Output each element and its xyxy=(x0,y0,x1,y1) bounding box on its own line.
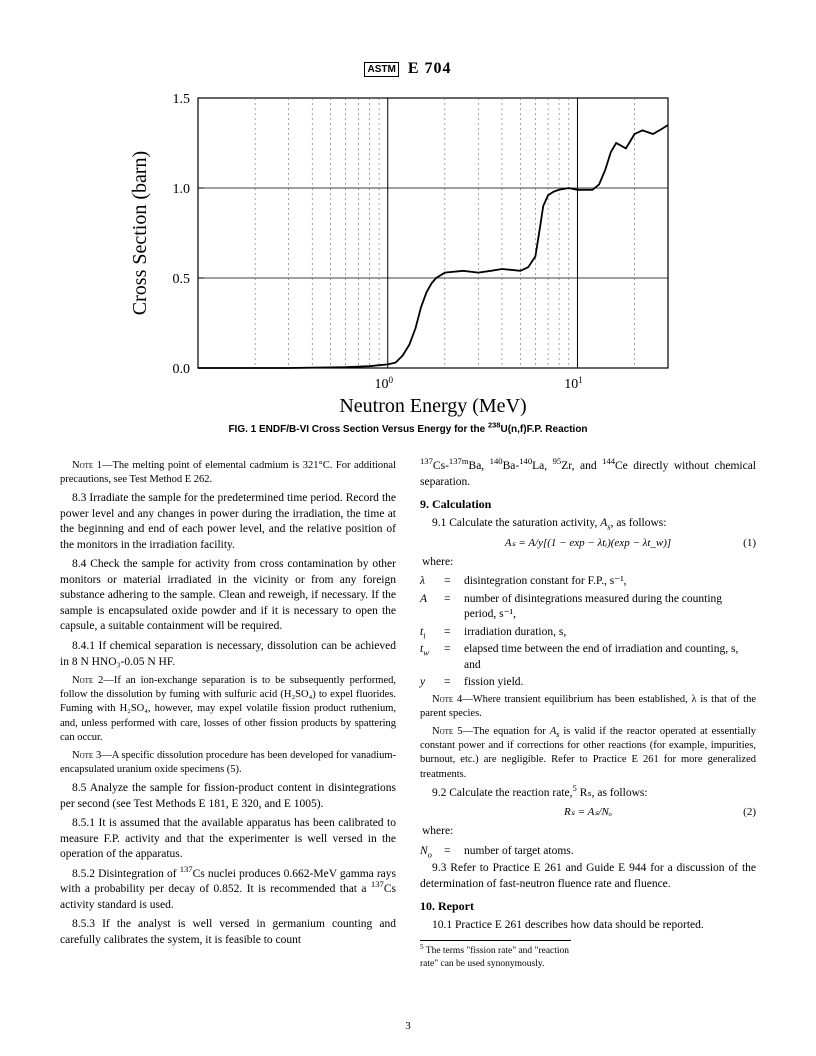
page-number: 3 xyxy=(0,1020,816,1032)
note-5: Note 5—The equation for As is valid if t… xyxy=(420,725,756,782)
astm-logo: ASTM xyxy=(364,62,398,77)
designation: E 704 xyxy=(408,60,452,77)
svg-text:Neutron Energy (MeV): Neutron Energy (MeV) xyxy=(339,395,526,417)
where-1: where: xyxy=(422,555,756,571)
where-ti: ti=irradiation duration, s, xyxy=(420,625,756,641)
para-9-3: 9.3 Refer to Practice E 261 and Guide E … xyxy=(420,861,756,892)
svg-text:Cross Section (barn): Cross Section (barn) xyxy=(129,151,151,315)
body-columns: Note 1—The melting point of elemental ca… xyxy=(60,459,756,970)
svg-text:1.5: 1.5 xyxy=(173,92,191,107)
note-3: Note 3—A specific dissolution procedure … xyxy=(60,749,396,777)
cross-section-chart: 0.0 0.5 1.0 1.5 100 101 Neutron Energy (MeV) Cr… xyxy=(128,88,688,418)
para-9-1: 9.1 Calculate the saturation activity, A… xyxy=(420,516,756,532)
left-column: Note 1—The melting point of elemental ca… xyxy=(60,459,396,970)
para-8-4: 8.4 Check the sample for activity from c… xyxy=(60,557,396,635)
svg-text:100: 100 xyxy=(374,375,393,392)
where-No: No=number of target atoms. xyxy=(420,844,756,860)
footnote-5: 5 The terms "fission rate" and "reaction… xyxy=(420,940,571,971)
svg-text:101: 101 xyxy=(564,375,583,392)
where-lambda: λ=disintegration constant for F.P., s⁻¹, xyxy=(420,574,756,590)
svg-text:1.0: 1.0 xyxy=(173,182,191,197)
section-9-heading: 9. Calculation xyxy=(420,496,756,512)
para-8-3: 8.3 Irradiate the sample for the predete… xyxy=(60,491,396,553)
para-8-5-3: 8.5.3 If the analyst is well versed in g… xyxy=(60,917,396,948)
note-2: Note 2—If an ion-exchange separation is … xyxy=(60,674,396,745)
para-isotopes: 137Cs-137mBa, 140Ba-140La, 95Zr, and 144… xyxy=(420,459,756,490)
para-8-5-1: 8.5.1 It is assumed that the available a… xyxy=(60,816,396,863)
figure-1: 0.0 0.5 1.0 1.5 100 101 Neutron Energy (MeV) Cr… xyxy=(128,88,688,418)
section-10-heading: 10. Report xyxy=(420,898,756,914)
page-header: ASTM E 704 xyxy=(60,60,756,78)
para-8-5: 8.5 Analyze the sample for fission-produ… xyxy=(60,781,396,812)
para-8-4-1: 8.4.1 If chemical separation is necessar… xyxy=(60,639,396,670)
para-9-2: 9.2 Calculate the reaction rate,5 Rₛ, as… xyxy=(420,786,756,802)
where-y: y=fission yield. xyxy=(420,675,756,691)
para-10-1: 10.1 Practice E 261 describes how data s… xyxy=(420,918,756,934)
svg-text:0.0: 0.0 xyxy=(173,362,191,377)
svg-text:0.5: 0.5 xyxy=(173,272,191,287)
right-column: 137Cs-137mBa, 140Ba-140La, 95Zr, and 144… xyxy=(420,459,756,970)
note-4: Note 4—Where transient equilibrium has b… xyxy=(420,693,756,721)
equation-2: Rₛ = Aₛ/Nₒ(2) xyxy=(420,805,756,820)
figure-caption: FIG. 1 ENDF/B-VI Cross Section Versus En… xyxy=(60,424,756,435)
note-1: Note 1—The melting point of elemental ca… xyxy=(60,459,396,487)
where-2: where: xyxy=(422,824,756,840)
equation-1: Aₛ = A/y[(1 − exp − λtᵢ)(exp − λt_w)](1) xyxy=(420,536,756,551)
where-tw: tw=elapsed time between the end of irrad… xyxy=(420,642,756,673)
para-8-5-2: 8.5.2 Disintegration of 137Cs nuclei pro… xyxy=(60,867,396,914)
where-A: A=number of disintegrations measured dur… xyxy=(420,592,756,623)
